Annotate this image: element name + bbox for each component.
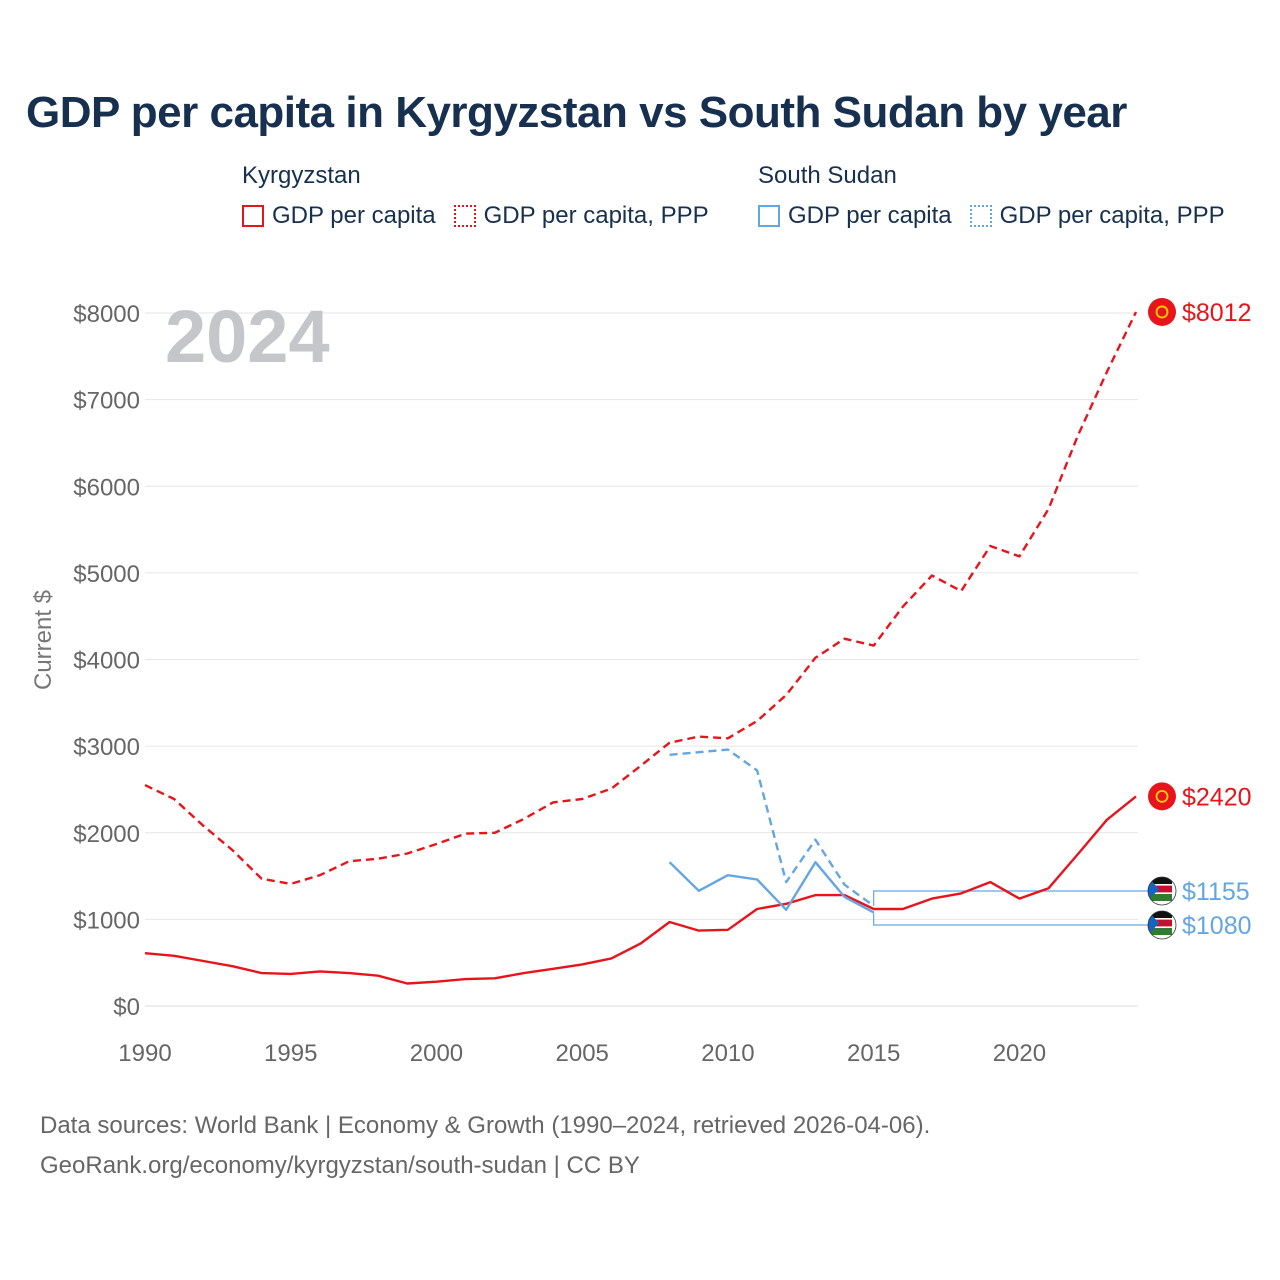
legend-item-kyrgyzstan-gdp[interactable]: GDP per capita <box>242 202 436 230</box>
end-labels: $8012 $2420 $1155 $1080 <box>1147 297 1252 940</box>
legend-item-label: GDP per capita, PPP <box>999 202 1225 229</box>
legend-swatch-dotted-icon <box>969 205 992 227</box>
footer-source: Data sources: World Bank | Economy & Gro… <box>40 1112 931 1139</box>
chart-title: GDP per capita in Kyrgyzstan vs South Su… <box>26 88 1127 137</box>
y-tick-label: $1000 <box>73 907 140 934</box>
x-tick-label: 1990 <box>118 1040 171 1067</box>
x-tick-label: 1995 <box>264 1040 317 1067</box>
legend-item-south-sudan-gdp-ppp[interactable]: GDP per capita, PPP <box>969 202 1225 230</box>
y-tick-label: $2000 <box>73 821 140 848</box>
series-line[interactable] <box>144 311 1138 886</box>
y-tick-label: $8000 <box>73 301 140 328</box>
year-watermark: 2024 <box>165 295 330 378</box>
legend-group-label: South Sudan <box>758 162 897 189</box>
series-line[interactable] <box>144 795 1137 985</box>
legend-item-south-sudan-gdp[interactable]: GDP per capita <box>758 202 952 230</box>
series-line[interactable] <box>668 861 875 914</box>
footer-url[interactable]: GeoRank.org/economy/kyrgyzstan/south-sud… <box>40 1152 640 1179</box>
axes: $0 $1000 $2000 $3000 $4000 $5000 $6000 $7000 $80… <box>73 301 1046 1067</box>
x-tick-label: 2005 <box>556 1040 609 1067</box>
x-tick-label: 2010 <box>701 1040 754 1067</box>
x-tick-label: 2015 <box>847 1040 900 1067</box>
legend-item-label: GDP per capita <box>788 202 952 229</box>
series-end-label: $8012 <box>1182 299 1252 327</box>
legend-swatch-solid-icon <box>758 205 780 227</box>
y-tick-label: $5000 <box>73 561 140 588</box>
y-tick-label: $6000 <box>73 474 140 501</box>
series-end-label: $2420 <box>1182 783 1252 811</box>
legend-item-label: GDP per capita, PPP <box>483 202 709 229</box>
y-tick-label: $0 <box>113 994 140 1021</box>
kyrgyzstan-flag-icon <box>1148 297 1176 326</box>
legend-swatch-dotted-icon <box>453 205 476 227</box>
legend-group-kyrgyzstan: Kyrgyzstan GDP per capita GDP per capita… <box>242 162 709 230</box>
grid <box>145 312 1138 1007</box>
series <box>144 311 1138 985</box>
end-connectors <box>873 890 1160 926</box>
legend-item-kyrgyzstan-gdp-ppp[interactable]: GDP per capita, PPP <box>453 202 709 230</box>
footer: Data sources: World Bank | Economy & Gro… <box>40 1106 930 1186</box>
y-axis-title: Current $ <box>30 590 57 690</box>
series-end-label: $1155 <box>1182 878 1250 906</box>
kyrgyzstan-flag-icon <box>1148 782 1176 811</box>
legend-swatch-solid-icon <box>242 205 264 227</box>
kyrgyzstan-flag-sun-icon <box>1155 789 1169 803</box>
series-line[interactable] <box>669 748 875 907</box>
y-tick-label: $7000 <box>73 388 140 415</box>
legend-group-south-sudan: South Sudan GDP per capita GDP per capit… <box>758 162 1225 230</box>
legend-group-label: Kyrgyzstan <box>242 162 361 189</box>
end-label-connector <box>873 890 1160 906</box>
x-tick-label: 2020 <box>993 1040 1046 1067</box>
legend-item-label: GDP per capita <box>272 202 436 229</box>
south-sudan-flag-icon <box>1147 910 1177 940</box>
x-tick-label: 2000 <box>410 1040 463 1067</box>
end-label-connector <box>873 912 1160 926</box>
y-tick-label: $3000 <box>73 734 140 761</box>
kyrgyzstan-flag-sun-icon <box>1155 305 1169 319</box>
south-sudan-flag-icon <box>1147 876 1177 906</box>
y-tick-label: $4000 <box>73 648 140 675</box>
series-end-label: $1080 <box>1182 912 1252 940</box>
